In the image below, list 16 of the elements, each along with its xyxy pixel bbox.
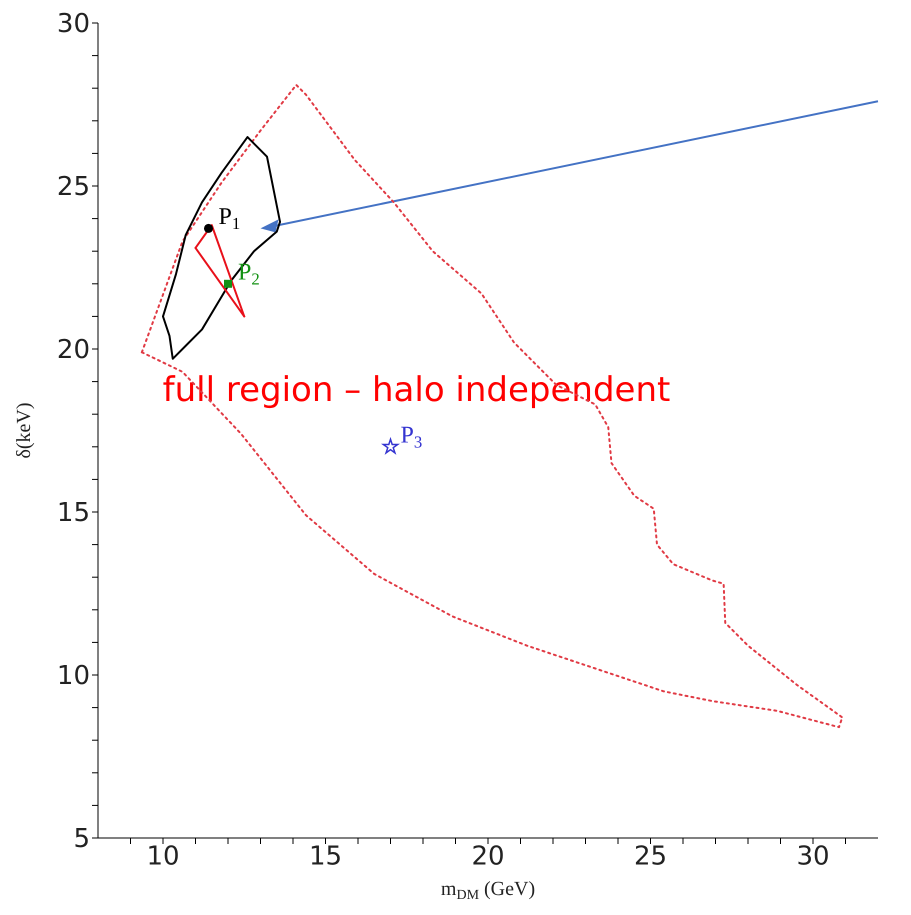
series-label: P$_{2}$ <box>238 259 260 288</box>
x-tick-label: 10 <box>146 841 180 872</box>
y-tick-label: 10 <box>56 661 90 692</box>
y-tick-label: 5 <box>73 824 90 854</box>
x-tick-label: 30 <box>796 841 830 872</box>
x-tick-label: 20 <box>471 841 505 872</box>
y-tick-label: 25 <box>56 172 90 202</box>
series-label: P$_{1}$ <box>218 204 240 233</box>
y-tick-label: 20 <box>56 335 90 366</box>
y-tick-label: 15 <box>56 498 90 528</box>
y-tick-label: 30 <box>56 9 90 40</box>
x-axis-title: m$_{DM}$ (GeV) <box>440 878 536 904</box>
y-axis-title: δ(keV) <box>13 402 35 459</box>
x-tick-label: 15 <box>308 841 342 872</box>
x-tick-label: 25 <box>634 841 668 872</box>
series-label: P$_{3}$ <box>400 422 422 452</box>
